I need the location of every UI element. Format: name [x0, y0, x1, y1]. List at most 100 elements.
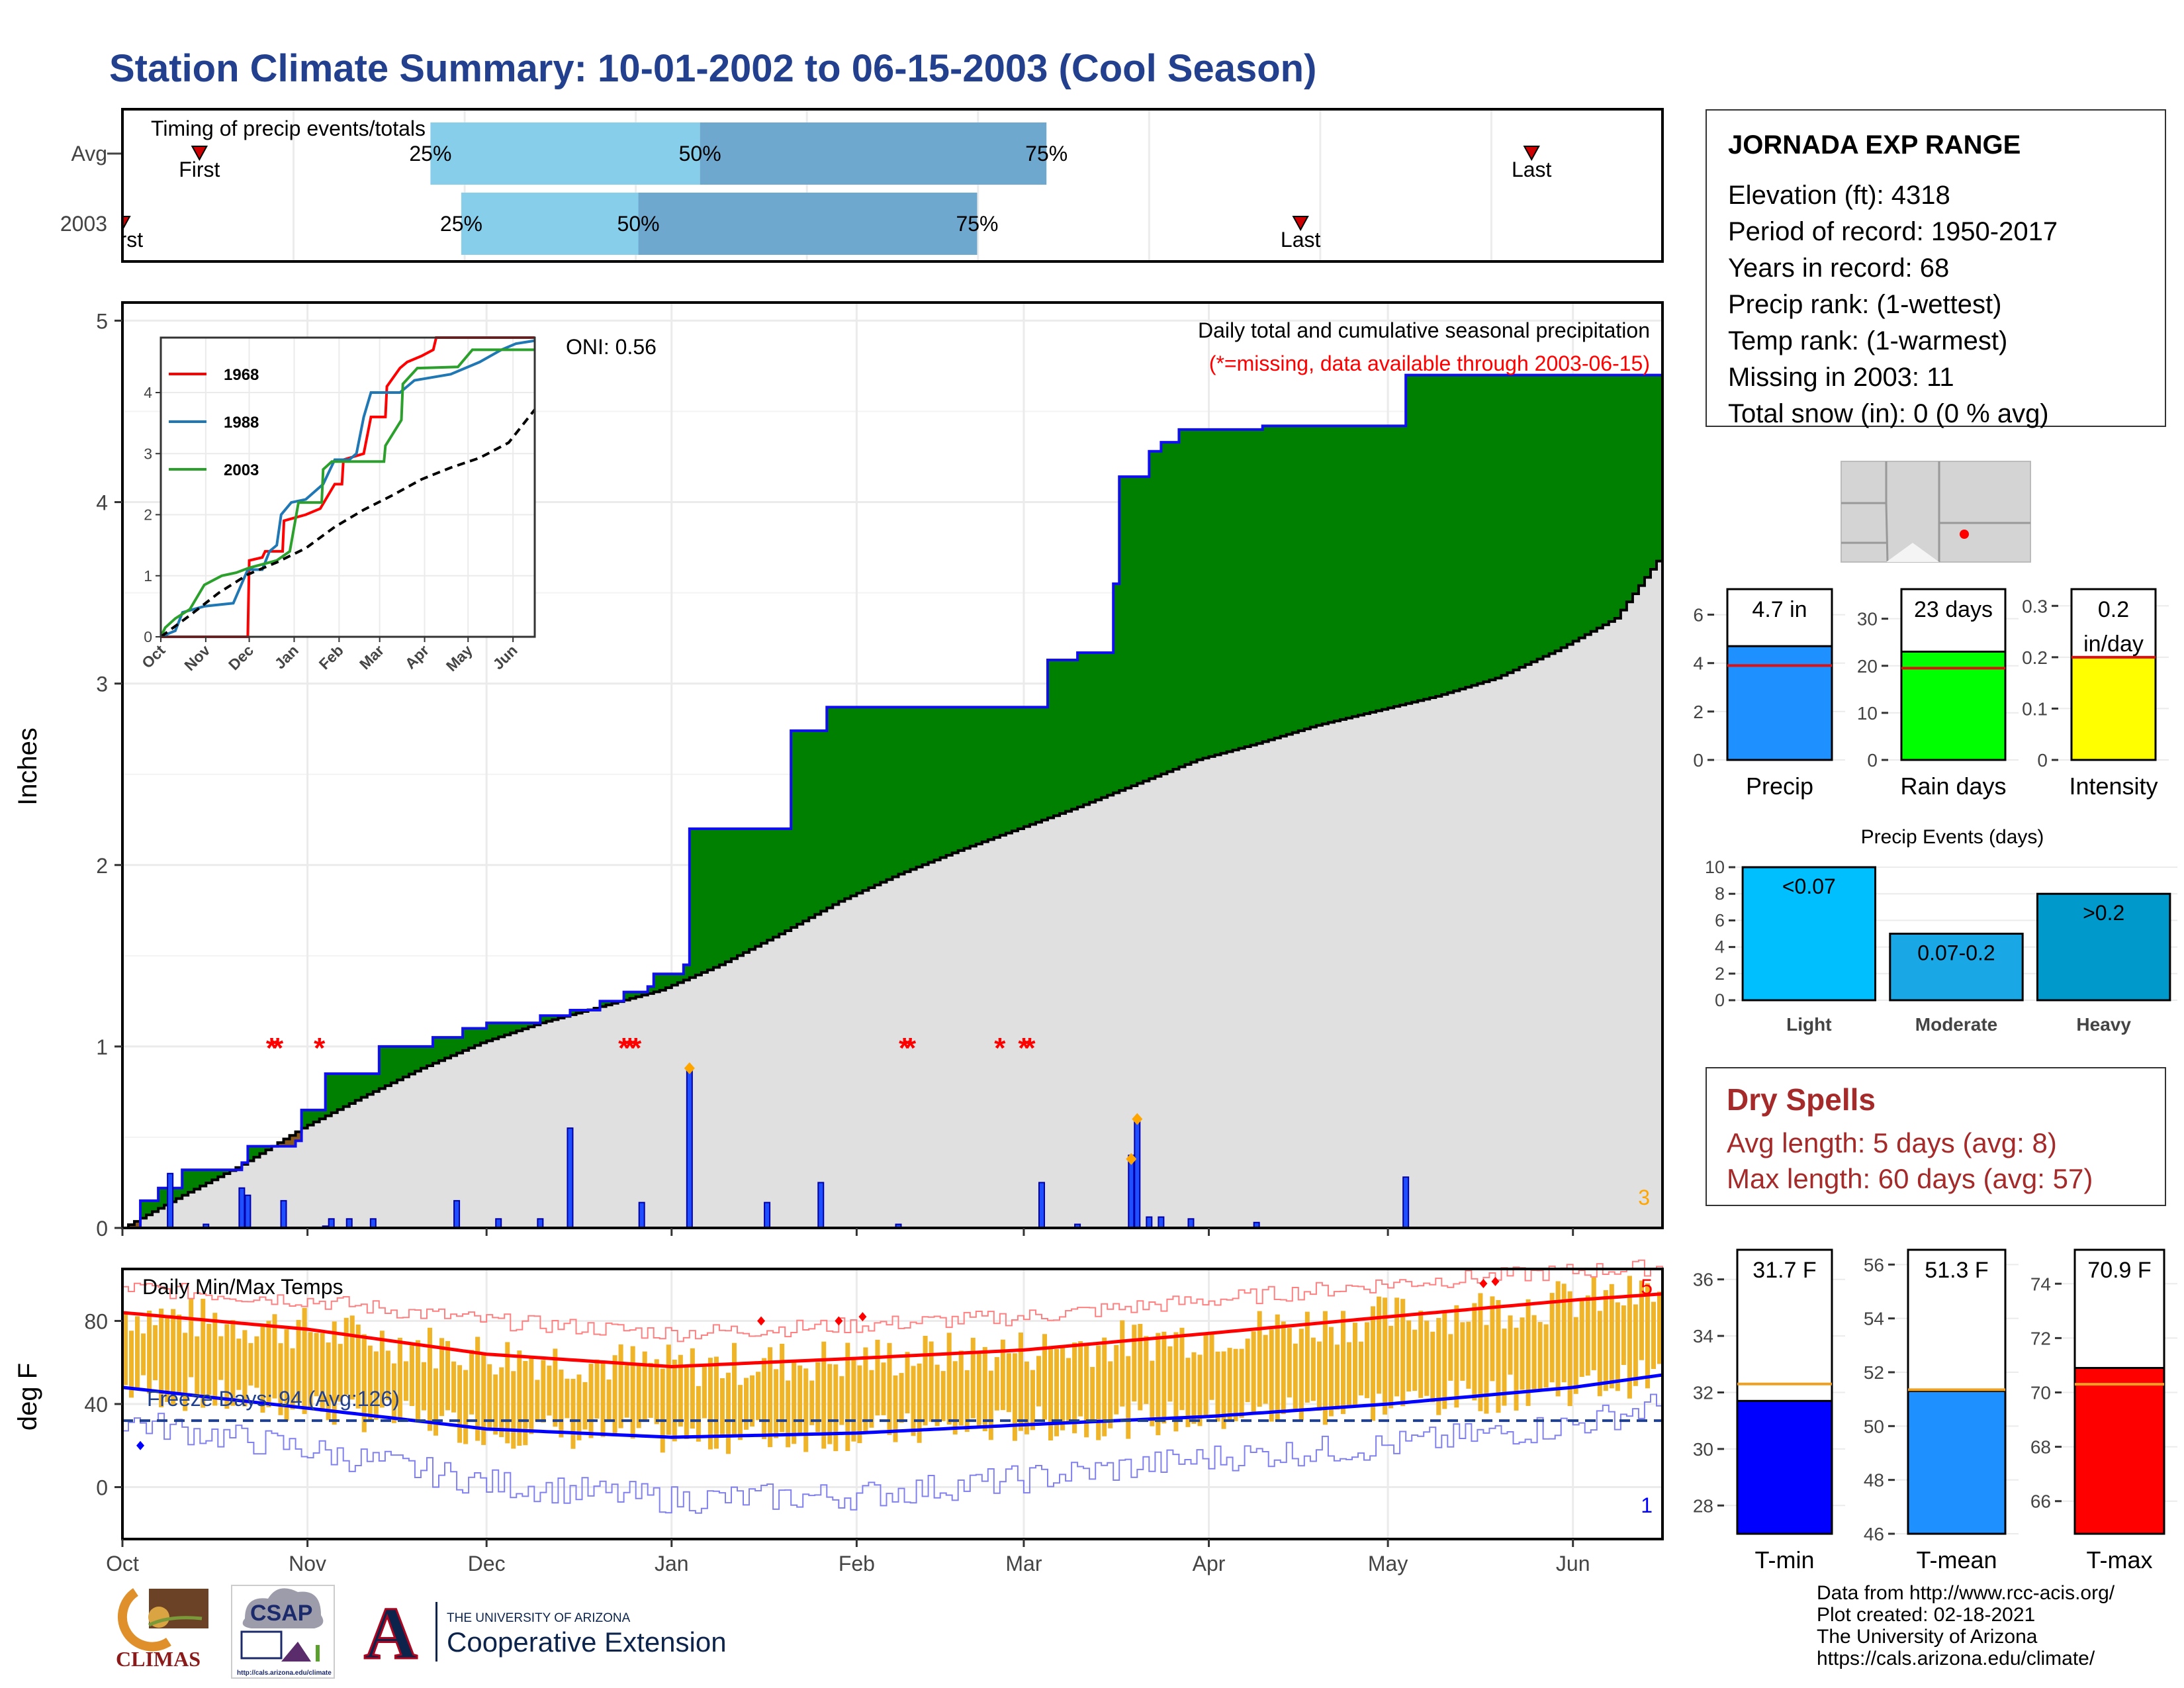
timing-q50-label: 50%: [617, 212, 660, 236]
daily-temp-bar: [1561, 1284, 1567, 1383]
inset-y-tick-label: 0: [144, 628, 152, 645]
daily-temp-bar: [367, 1345, 373, 1421]
y-tick-label: 66: [2030, 1491, 2051, 1512]
above-normal-fill: [343, 1074, 350, 1107]
daily-temp-bar: [242, 1330, 248, 1407]
above-normal-fill: [1525, 375, 1532, 665]
daily-temp-bar: [827, 1364, 833, 1444]
daily-temp-bar: [875, 1339, 880, 1416]
station-snow: Total snow (in): 0 (0 % avg): [1728, 399, 2049, 428]
daily-temp-bar: [1400, 1299, 1406, 1407]
above-normal-fill: [719, 828, 726, 965]
daily-temp-bar: [958, 1350, 964, 1426]
precip-events-title: Precip Events (days): [1861, 826, 2044, 848]
above-normal-fill: [868, 707, 876, 888]
timing-bar-q25-q50: [461, 193, 639, 255]
station-location-dot: [1960, 530, 1969, 539]
precip-chart-subtitle: (*=missing, data available through 2003-…: [1209, 352, 1650, 375]
inset-legend: 1968 1988 2003: [169, 366, 259, 479]
daily-temp-bar: [1156, 1333, 1161, 1436]
normal-min-line: [122, 1373, 1663, 1439]
above-normal-fill: [146, 1200, 153, 1215]
daily-temp-bar: [1591, 1277, 1596, 1370]
precip-events-bar: [1741, 866, 1877, 1002]
above-normal-fill: [1519, 375, 1526, 667]
above-normal-fill: [1238, 429, 1246, 749]
precip-y-axis: 0 1 2 3 4 5: [96, 309, 122, 1241]
y-tick-label: 0: [2037, 750, 2048, 771]
y-tick-label: 4: [1715, 937, 1725, 957]
below-normal-fill: [295, 1131, 302, 1141]
daily-temp-bar: [756, 1372, 761, 1421]
temp-corner-top: 5: [1641, 1275, 1653, 1299]
daily-temp-bar: [314, 1333, 319, 1397]
daily-temp-bar: [159, 1308, 164, 1407]
daily-precip-bar: [280, 1199, 287, 1229]
daily-temp-bar: [833, 1364, 839, 1452]
normal-cumulative-area: [122, 561, 1662, 1228]
above-normal-fill: [1322, 426, 1329, 724]
daily-temp-bar: [768, 1347, 773, 1448]
above-normal-fill: [600, 1001, 607, 1007]
above-normal-fill: [396, 1046, 404, 1080]
daily-temp-bar: [618, 1344, 623, 1429]
daily-temp-bar: [774, 1369, 779, 1438]
daily-temp-bar: [845, 1342, 850, 1451]
timing-panel-border: [121, 108, 1664, 263]
above-normal-fill: [528, 1023, 535, 1027]
y-tick-label: 6: [1715, 910, 1725, 930]
daily-temp-bar: [1251, 1331, 1256, 1413]
above-normal-fill: [1220, 429, 1228, 753]
daily-temp-bar: [737, 1385, 743, 1440]
daily-temp-bar: [355, 1324, 361, 1409]
daily-temp-bar: [1567, 1291, 1572, 1407]
above-normal-fill: [1412, 375, 1418, 702]
y-tick-label: 54: [1864, 1309, 1884, 1329]
below-normal-fill: [128, 1225, 135, 1228]
above-normal-fill: [964, 707, 971, 849]
timing-row-label: Avg: [71, 142, 107, 165]
above-normal-fill: [1017, 707, 1024, 829]
above-normal-fill: [373, 1074, 380, 1092]
x-tick-label: Mar: [1005, 1552, 1042, 1575]
above-normal-fill: [653, 974, 660, 992]
daily-temp-bar: [786, 1380, 791, 1448]
above-normal-fill: [1185, 429, 1192, 765]
above-normal-fill: [248, 1146, 255, 1161]
above-normal-fill: [212, 1170, 218, 1180]
daily-precip-bar: [369, 1218, 377, 1229]
daily-temp-bar: [911, 1366, 916, 1436]
above-normal-fill: [934, 707, 941, 861]
above-normal-fill: [629, 992, 637, 999]
above-normal-fill: [1149, 451, 1156, 779]
daily-temp-bar: [696, 1385, 701, 1442]
daily-temp-bar: [565, 1378, 570, 1419]
csap-logo: CSAP http://cals.arizona.edu/climate: [231, 1585, 335, 1679]
rain-days-category-label: Rain days: [1900, 773, 2006, 800]
record-marker: [1491, 1276, 1500, 1286]
inset-legend-label: 2003: [224, 461, 259, 479]
last-event-label: Last: [1281, 228, 1321, 252]
above-normal-fill: [546, 1015, 553, 1021]
timing-label-mask: [79, 199, 121, 259]
above-normal-fill: [325, 1074, 332, 1116]
daily-precip-bar: [638, 1201, 645, 1229]
y-tick-label: 68: [2030, 1437, 2051, 1458]
below-normal-fill: [289, 1135, 296, 1147]
above-normal-fill: [402, 1046, 410, 1077]
dry-spells-box: Dry Spells Avg length: 5 days (avg: 8) M…: [1706, 1067, 2166, 1206]
y-tick-label: 0.3: [2022, 596, 2048, 616]
above-normal-fill: [1023, 707, 1030, 827]
missing-day-marker: *: [1018, 1032, 1030, 1064]
above-normal-fill: [259, 1146, 267, 1154]
above-normal-fill: [1477, 375, 1484, 684]
above-normal-fill: [981, 707, 989, 842]
daily-temp-bar: [1394, 1297, 1400, 1397]
timing-bar-q50-q75: [638, 193, 978, 255]
daily-temp-bar: [1102, 1337, 1107, 1436]
above-normal-fill: [1495, 375, 1502, 679]
above-normal-fill: [1345, 426, 1353, 718]
above-normal-fill: [1035, 707, 1042, 823]
above-normal-fill: [1596, 375, 1604, 628]
above-normal-fill: [433, 1037, 439, 1064]
